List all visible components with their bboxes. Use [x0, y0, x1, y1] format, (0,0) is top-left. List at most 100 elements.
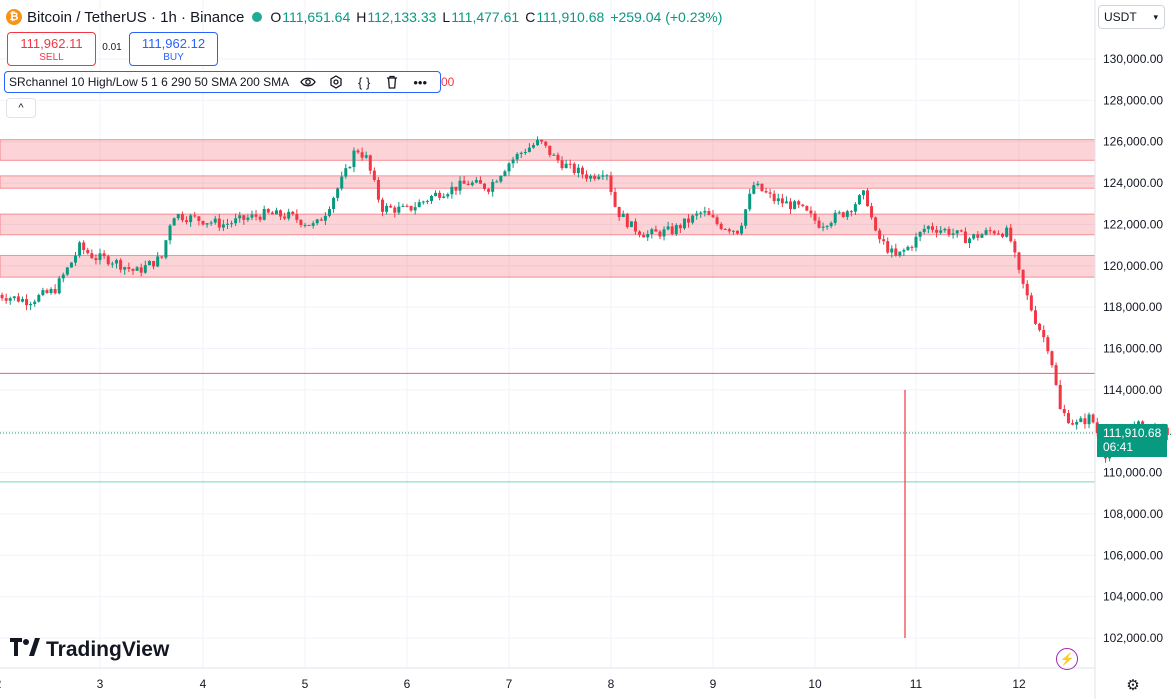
indicator-legend[interactable]: SRchannel 10 High/Low 5 1 6 290 50 SMA 2… — [4, 71, 441, 93]
candle-body — [209, 222, 213, 224]
candle-body — [438, 192, 442, 198]
candle-body — [299, 219, 303, 225]
candle-body — [776, 198, 780, 202]
candle-body — [1091, 414, 1095, 423]
candle-body — [894, 248, 898, 256]
candle-body — [930, 226, 934, 230]
candle-body — [951, 233, 955, 235]
candle-body — [381, 199, 385, 212]
y-tick-label: 110,000.00 — [1103, 466, 1162, 480]
buy-button[interactable]: 111,962.12 BUY — [129, 32, 218, 66]
candle-body — [442, 196, 446, 198]
y-tick-label: 108,000.00 — [1103, 507, 1163, 521]
candle-body — [580, 167, 584, 175]
sell-label: SELL — [39, 51, 64, 63]
y-tick-label: 130,000.00 — [1103, 52, 1163, 66]
candle-body — [556, 154, 560, 161]
indicator-name[interactable]: SRchannel 10 High/Low 5 1 6 290 50 SMA 2… — [9, 75, 290, 89]
candle-body — [234, 218, 238, 224]
candle-body — [127, 267, 131, 269]
candle-body — [69, 262, 73, 268]
source-code-icon[interactable]: { } — [358, 74, 371, 90]
candle-body — [1075, 422, 1079, 425]
candle-body — [972, 234, 976, 239]
bitcoin-icon: ₿ — [6, 9, 22, 25]
collapse-legend-button[interactable]: ^ — [6, 98, 36, 118]
axis-labels: 102,000.00 104,000.00 106,000.00 108,000.00… — [0, 52, 1163, 691]
buy-price: 111,962.12 — [141, 35, 206, 51]
symbol-title[interactable]: Bitcoin / TetherUS · 1h · Binance — [27, 8, 245, 26]
candle-body — [478, 180, 482, 184]
candle-body — [78, 242, 82, 256]
candle-body — [230, 223, 234, 225]
candle-body — [756, 183, 760, 186]
delete-icon[interactable] — [383, 74, 401, 90]
candle-body — [772, 193, 776, 202]
candle-body — [197, 216, 201, 221]
currency-label: USDT — [1104, 10, 1137, 24]
candle-body — [393, 207, 397, 213]
tradingview-logo[interactable]: TradingView — [10, 638, 169, 662]
candle-body — [319, 219, 323, 221]
candle-body — [0, 294, 4, 299]
candle-body — [499, 176, 503, 182]
currency-selector[interactable]: USDT ▾ — [1098, 5, 1165, 29]
candle-body — [1066, 413, 1070, 424]
x-tick-label: 9 — [710, 677, 717, 691]
candle-body — [527, 147, 531, 152]
sell-button[interactable]: 111,962.11 SELL — [7, 32, 96, 66]
price-change: +259.04 (+0.23%) — [610, 9, 723, 25]
candle-body — [397, 206, 401, 213]
candle-body — [425, 200, 429, 202]
candle-body — [135, 267, 139, 271]
market-status-icon[interactable] — [252, 12, 263, 22]
candle-body — [560, 160, 564, 169]
more-icon[interactable]: ••• — [413, 74, 428, 90]
candle-body — [147, 261, 151, 266]
candle-body — [33, 301, 37, 305]
candle-body — [760, 183, 764, 192]
candle-body — [515, 153, 519, 160]
candle-body — [372, 170, 376, 180]
candle-body — [258, 216, 262, 220]
candle-body — [1136, 421, 1140, 425]
settings-icon[interactable] — [327, 74, 345, 90]
candle-body — [829, 222, 833, 227]
candle-body — [793, 201, 797, 210]
candle-body — [914, 236, 918, 248]
candle-body — [617, 206, 621, 218]
candle-body — [1029, 295, 1033, 311]
candle-body — [922, 228, 926, 232]
candle-body — [703, 211, 707, 213]
ohlc-high: 112,133.33 — [367, 9, 437, 25]
candle-body — [731, 230, 735, 232]
candle-body — [327, 209, 331, 216]
last-price-value: 111,910.68 — [1103, 426, 1162, 441]
lightning-icon[interactable]: ⚡ — [1056, 648, 1078, 670]
eye-icon[interactable] — [299, 74, 317, 90]
candle-body — [409, 205, 413, 211]
candle-body — [446, 194, 450, 197]
candle-body — [37, 295, 41, 302]
candle-body — [82, 242, 86, 250]
candle-body — [845, 211, 849, 217]
candle-body — [385, 205, 389, 212]
candle-body — [740, 225, 744, 234]
gear-icon[interactable]: ⚙ — [1126, 677, 1140, 694]
candle-body — [564, 163, 568, 169]
tradingview-logo-icon — [10, 638, 40, 662]
candle-body — [1005, 227, 1009, 237]
candle-body — [585, 174, 589, 179]
candle-body — [368, 155, 372, 171]
candle-body — [833, 212, 837, 223]
candle-body — [544, 141, 548, 146]
buy-label: BUY — [163, 51, 184, 63]
candle-body — [968, 238, 972, 244]
candle-body — [364, 155, 368, 158]
candle-body — [352, 150, 356, 168]
candle-body — [429, 196, 433, 201]
spread-value: 0.01 — [102, 42, 122, 53]
candle-body — [593, 175, 597, 179]
last-price-tag: 111,910.68 06:41 — [1097, 424, 1167, 458]
